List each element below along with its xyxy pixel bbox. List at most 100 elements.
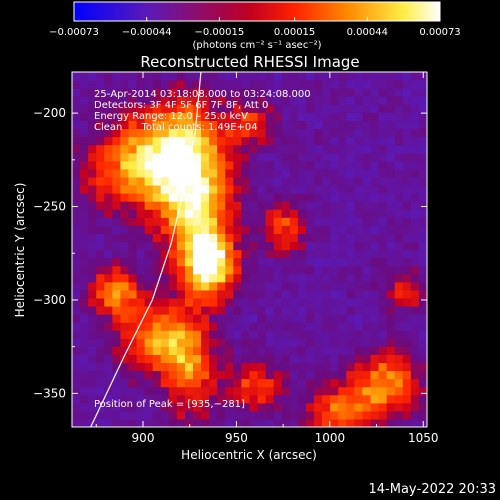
heatmap-pixel: [265, 257, 275, 267]
heatmap-pixel: [305, 225, 315, 234]
heatmap-pixel: [418, 394, 427, 404]
heatmap-pixel: [225, 378, 234, 388]
heatmap-pixel: [120, 168, 130, 178]
heatmap-pixel: [225, 96, 234, 105]
heatmap-pixel: [144, 281, 154, 291]
heatmap-pixel: [128, 322, 138, 331]
heatmap-pixel: [152, 394, 162, 404]
heatmap-pixel: [330, 80, 339, 89]
heatmap-pixel: [314, 289, 323, 299]
heatmap-pixel: [346, 80, 355, 89]
heatmap-pixel: [193, 402, 202, 412]
heatmap-pixel: [217, 378, 226, 388]
heatmap-pixel: [96, 289, 105, 299]
heatmap-pixel: [80, 354, 89, 364]
colorbar-unit-label: (photons cm⁻² s⁻¹ asec⁻²): [192, 40, 321, 51]
heatmap-pixel: [96, 217, 105, 226]
heatmap-pixel: [136, 201, 146, 210]
heatmap-pixel: [362, 144, 372, 154]
heatmap-pixel: [176, 394, 186, 404]
heatmap-pixel: [338, 80, 347, 89]
heatmap-pixel: [72, 160, 81, 170]
heatmap-pixel: [233, 225, 243, 234]
heatmap-pixel: [386, 209, 396, 218]
heatmap-pixel: [104, 136, 113, 146]
heatmap-pixel: [144, 257, 154, 267]
heatmap-pixel: [160, 346, 170, 355]
heatmap-pixel: [281, 104, 291, 113]
heatmap-pixel: [72, 136, 81, 146]
heatmap-pixel: [314, 176, 323, 186]
heatmap-pixel: [314, 104, 323, 113]
heatmap-pixel: [136, 410, 146, 420]
heatmap-pixel: [209, 354, 218, 364]
heatmap-pixel: [193, 330, 202, 339]
heatmap-pixel: [209, 346, 218, 355]
heatmap-pixel: [128, 88, 138, 97]
heatmap-pixel: [176, 314, 186, 323]
heatmap-pixel: [273, 289, 283, 299]
heatmap-pixel: [96, 265, 105, 275]
heatmap-pixel: [249, 418, 259, 427]
heatmap-pixel: [322, 354, 331, 364]
heatmap-pixel: [410, 136, 420, 146]
heatmap-pixel: [281, 241, 291, 251]
heatmap-pixel: [72, 152, 81, 162]
heatmap-pixel: [338, 322, 347, 331]
heatmap-pixel: [265, 96, 275, 105]
heatmap-pixel: [184, 249, 194, 259]
heatmap-pixel: [176, 322, 186, 331]
heatmap-pixel: [338, 201, 347, 210]
heatmap-pixel: [152, 152, 162, 162]
heatmap-pixel: [96, 144, 105, 154]
heatmap-pixel: [322, 217, 331, 226]
heatmap-pixel: [257, 209, 267, 218]
heatmap-pixel: [394, 209, 404, 218]
heatmap-pixel: [104, 322, 113, 331]
heatmap-pixel: [128, 386, 138, 396]
heatmap-pixel: [80, 265, 89, 275]
heatmap-pixel: [152, 72, 162, 81]
heatmap-pixel: [168, 305, 178, 315]
heatmap-pixel: [346, 144, 355, 154]
heatmap-pixel: [72, 176, 81, 186]
heatmap-pixel: [168, 370, 178, 380]
heatmap-pixel: [209, 80, 218, 89]
heatmap-pixel: [184, 241, 194, 251]
heatmap-pixel: [88, 402, 97, 412]
heatmap-pixel: [362, 394, 372, 404]
heatmap-pixel: [330, 386, 339, 396]
heatmap-pixel: [136, 241, 146, 251]
heatmap-pixel: [80, 176, 89, 186]
heatmap-pixel: [168, 193, 178, 202]
heatmap-pixel: [394, 338, 404, 347]
heatmap-pixel: [184, 233, 194, 243]
heatmap-pixel: [80, 330, 89, 339]
heatmap-pixel: [144, 418, 154, 427]
heatmap-pixel: [201, 410, 210, 420]
heatmap-pixel: [370, 346, 380, 355]
heatmap-pixel: [120, 249, 130, 259]
heatmap-pixel: [289, 281, 299, 291]
heatmap-pixel: [362, 297, 372, 307]
x-tick-label: 900: [132, 431, 155, 445]
heatmap-pixel: [281, 330, 291, 339]
heatmap-pixel: [184, 394, 194, 404]
heatmap-pixel: [289, 257, 299, 267]
heatmap-pixel: [193, 225, 202, 234]
heatmap-pixel: [338, 394, 347, 404]
heatmap-pixel: [330, 322, 339, 331]
heatmap-pixel: [289, 88, 299, 97]
heatmap-pixel: [217, 233, 226, 243]
heatmap-pixel: [136, 233, 146, 243]
heatmap-pixel: [281, 370, 291, 380]
heatmap-pixel: [176, 378, 186, 388]
heatmap-pixel: [80, 136, 89, 146]
heatmap-pixel: [386, 305, 396, 315]
heatmap-pixel: [362, 128, 372, 138]
heatmap-pixel: [193, 273, 202, 283]
heatmap-pixel: [233, 241, 243, 251]
heatmap-pixel: [281, 257, 291, 267]
heatmap-pixel: [410, 305, 420, 315]
heatmap-pixel: [225, 80, 234, 89]
